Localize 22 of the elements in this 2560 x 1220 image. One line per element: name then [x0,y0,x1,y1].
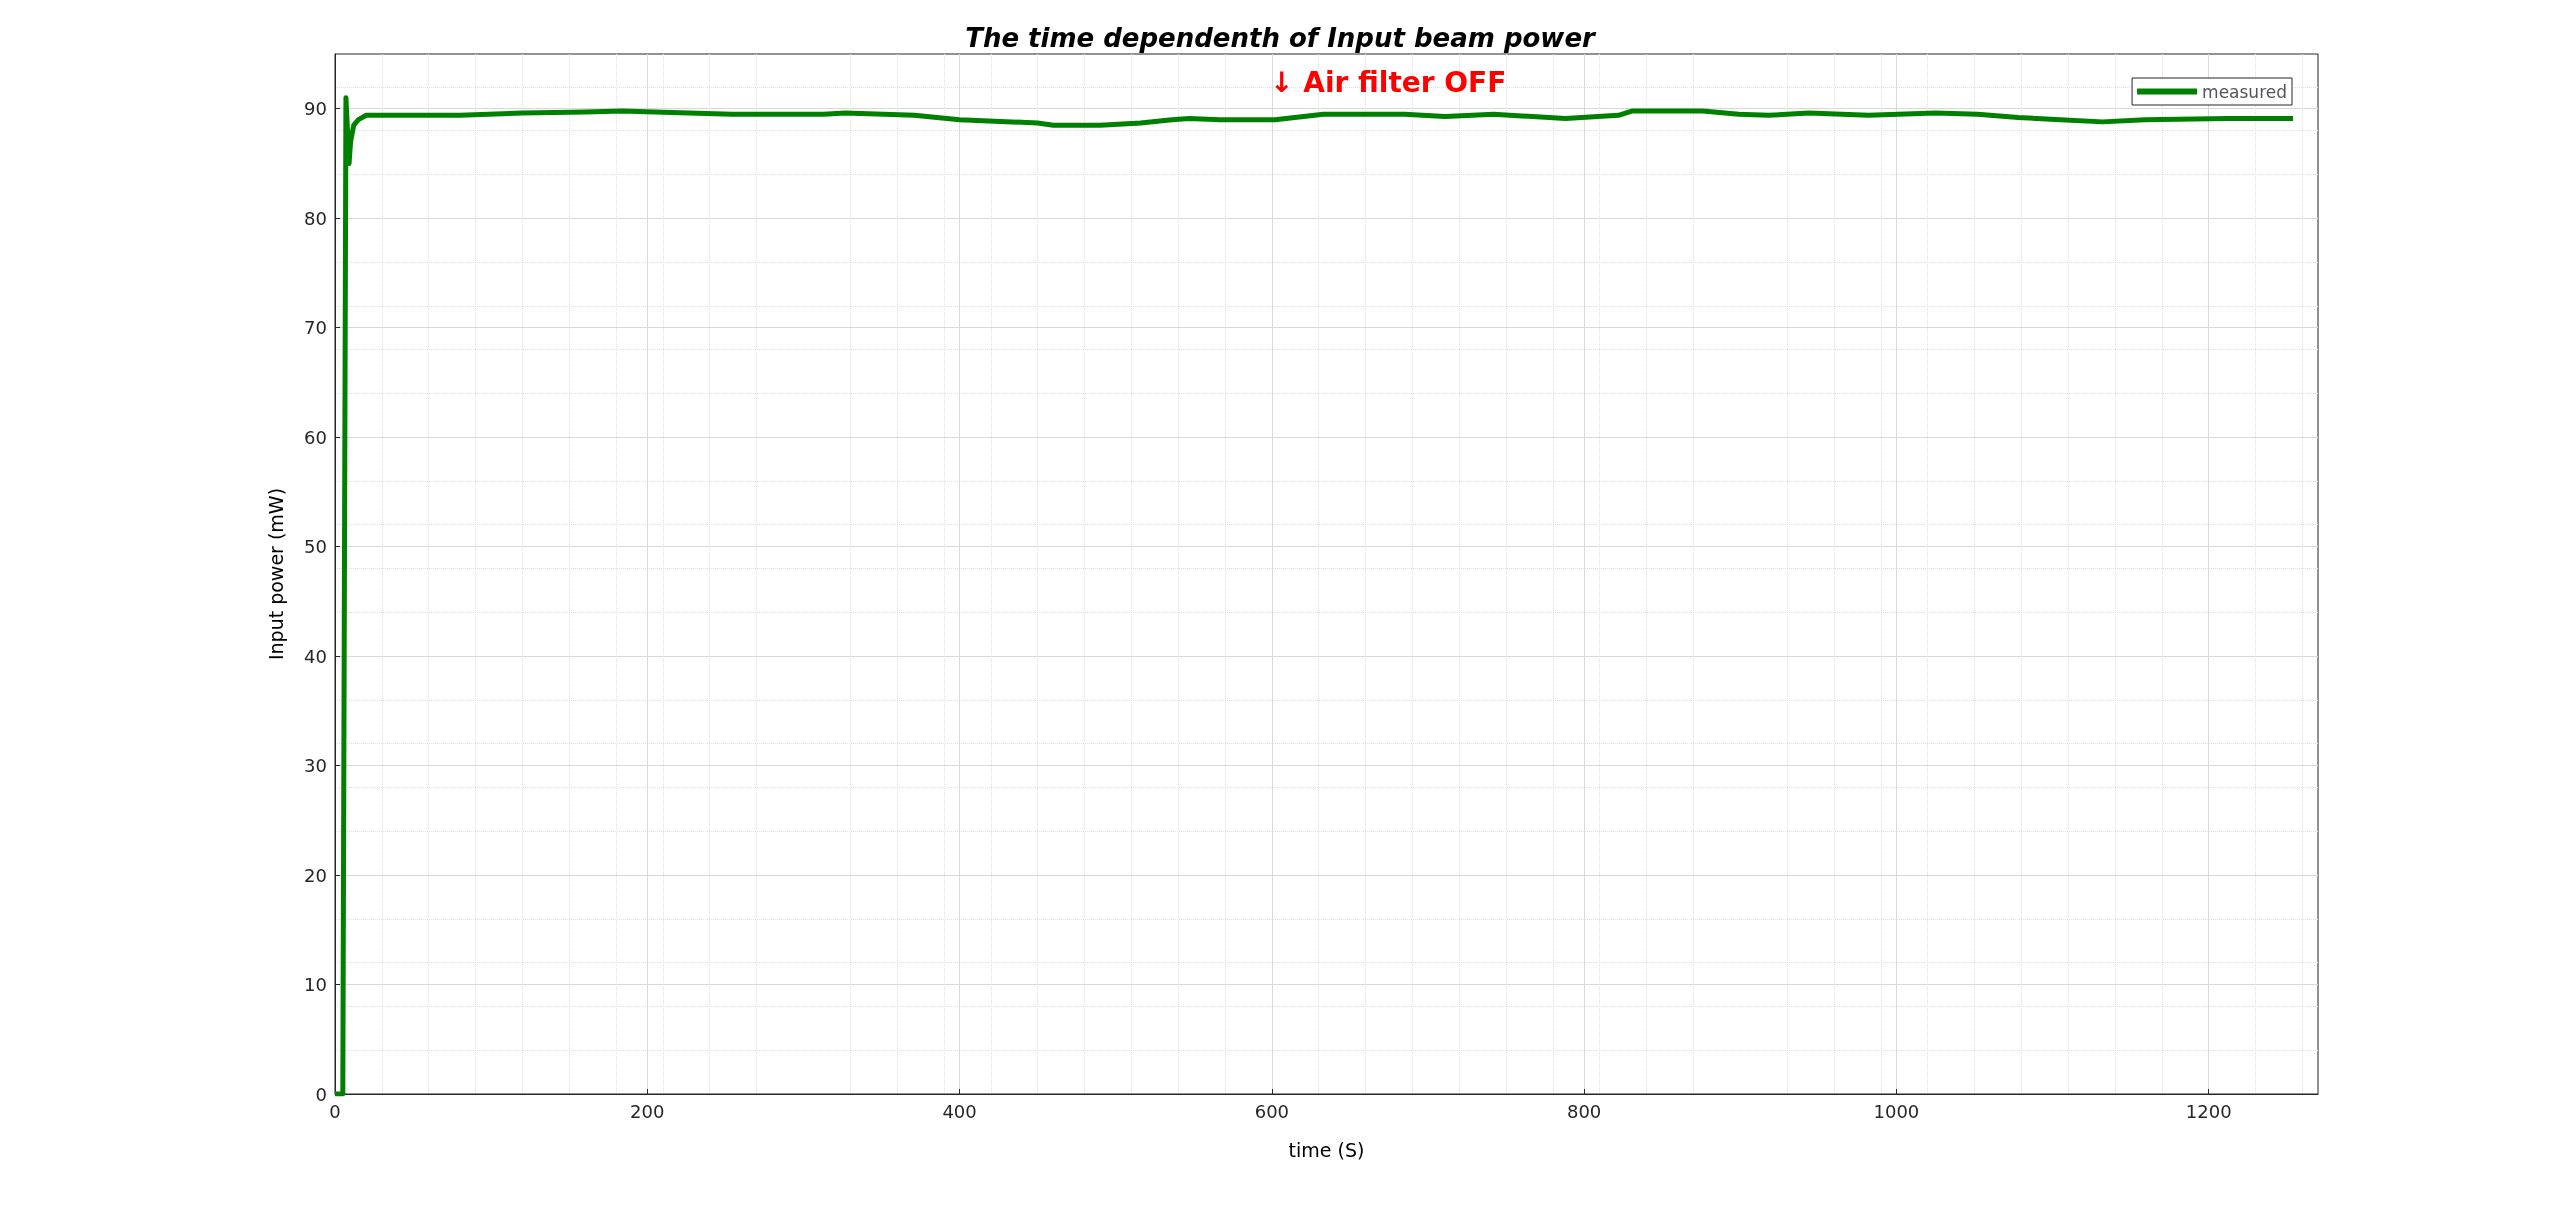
x-axis-title: time (S) [1288,1138,1365,1161]
y-tick-label: 80 [304,207,327,229]
x-tick-label: 1200 [2185,1100,2232,1122]
y-tick-label: 10 [304,974,327,996]
y-axis-title: Input power (mW) [264,487,287,661]
x-tick-label: 1000 [1873,1100,1920,1122]
y-tick-label: 30 [304,755,327,777]
y-tick-label: 40 [304,645,327,667]
x-tick-label: 400 [942,1100,977,1122]
x-tick-label: 200 [630,1100,665,1122]
x-tick-label: 800 [1566,1100,1602,1122]
y-tick-label: 70 [304,317,327,339]
x-tick-label: 0 [329,1100,341,1122]
y-tick-label: 20 [304,864,327,886]
y-tick-label: 60 [304,426,327,448]
annotation: ↓ Air filter OFF [1270,65,1507,99]
legend-label: measured [2202,81,2287,102]
x-tick-label: 600 [1254,1100,1290,1122]
y-tick-label: 0 [315,1083,327,1105]
chart-title: The time dependenth of Input beam power [965,23,1598,53]
y-tick-label: 50 [304,536,327,558]
y-tick-label: 90 [304,98,327,120]
